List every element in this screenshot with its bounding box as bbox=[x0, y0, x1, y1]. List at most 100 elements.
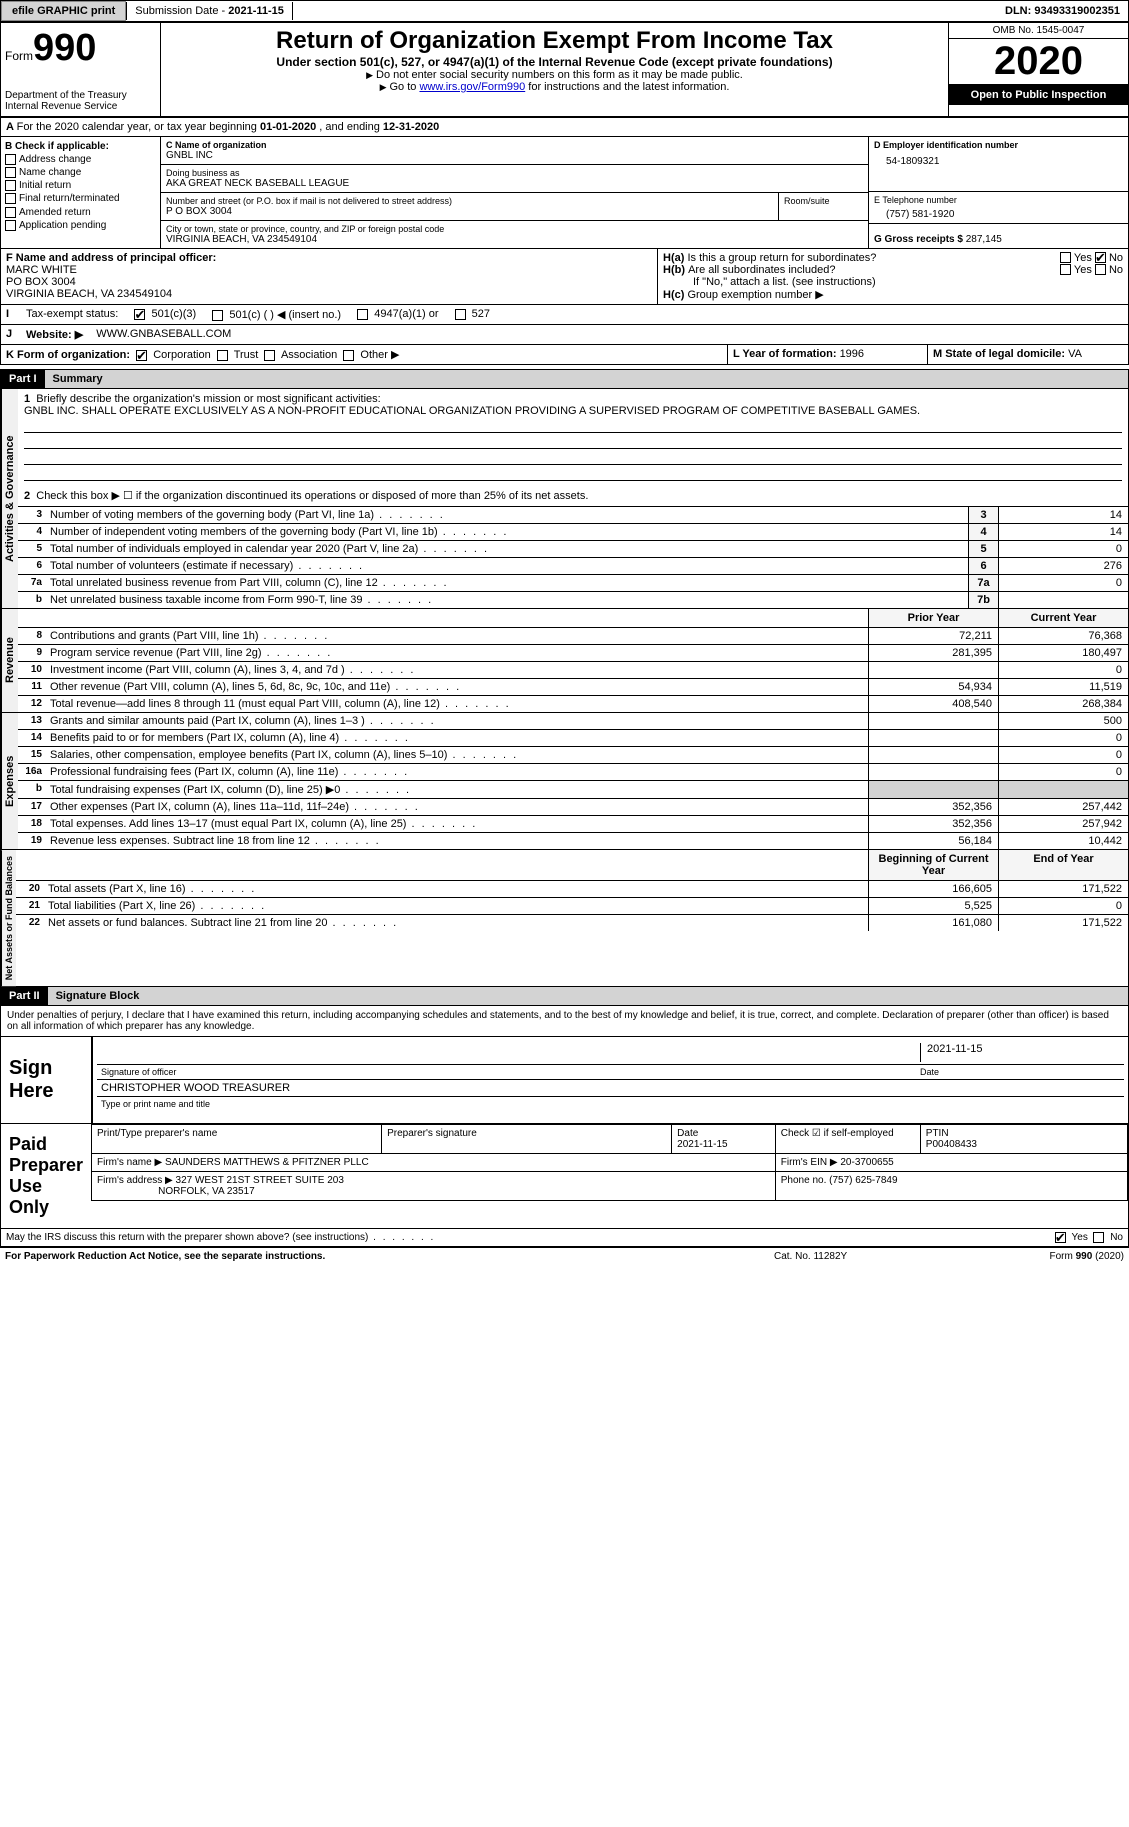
line-l: L Year of formation: 1996 bbox=[728, 345, 928, 364]
part2-num: Part II bbox=[1, 987, 48, 1005]
efile-print-button[interactable]: efile GRAPHIC print bbox=[1, 1, 126, 21]
firm-phone: (757) 625-7849 bbox=[829, 1175, 897, 1186]
line-j: J Website: ▶ WWW.GNBASEBALL.COM bbox=[0, 325, 1129, 345]
note-goto: Go to www.irs.gov/Form990 for instructio… bbox=[165, 81, 944, 93]
ptin-value: P00408433 bbox=[926, 1139, 977, 1150]
sig-date-label: Date bbox=[920, 1067, 1120, 1077]
footer-year: 2020 bbox=[1098, 1251, 1120, 1262]
phone-label: E Telephone number bbox=[874, 195, 1123, 205]
col-end-year: End of Year bbox=[998, 850, 1128, 880]
check-assoc[interactable] bbox=[264, 350, 275, 361]
phone-value: (757) 581-1920 bbox=[874, 205, 1123, 220]
box-c: C Name of organization GNBL INC Doing bu… bbox=[161, 137, 868, 248]
org-name: GNBL INC bbox=[166, 150, 863, 161]
expense-line-13: 13Grants and similar amounts paid (Part … bbox=[18, 713, 1128, 730]
domicile-value: VA bbox=[1068, 348, 1082, 360]
prep-date-value: 2021-11-15 bbox=[677, 1139, 727, 1150]
website-label: Website: ▶ bbox=[21, 325, 88, 344]
expense-line-18: 18Total expenses. Add lines 13–17 (must … bbox=[18, 816, 1128, 833]
opt-501c: 501(c) ( ) ◀ (insert no.) bbox=[229, 309, 341, 321]
form-page-ref: Form 990 (2020) bbox=[974, 1251, 1124, 1262]
summary-section: Activities & Governance 1 Briefly descri… bbox=[0, 389, 1129, 609]
check-527[interactable] bbox=[455, 309, 466, 320]
revenue-line-8: 8Contributions and grants (Part VIII, li… bbox=[18, 628, 1128, 645]
prep-check-self: Check ☑ if self-employed bbox=[775, 1125, 920, 1154]
website-value: WWW.GNBASEBALL.COM bbox=[96, 328, 231, 340]
hb-note: If "No," attach a list. (see instruction… bbox=[663, 276, 1123, 288]
check-initial-return[interactable]: Initial return bbox=[5, 180, 156, 191]
top-toolbar: efile GRAPHIC print Submission Date - 20… bbox=[0, 0, 1129, 22]
page-footer: For Paperwork Reduction Act Notice, see … bbox=[0, 1247, 1129, 1265]
check-corp[interactable] bbox=[136, 350, 147, 361]
check-application-pending[interactable]: Application pending bbox=[5, 220, 156, 231]
line-a-end: 12-31-2020 bbox=[383, 121, 439, 133]
check-final-return[interactable]: Final return/terminated bbox=[5, 193, 156, 204]
check-amended[interactable]: Amended return bbox=[5, 207, 156, 218]
side-net-assets: Net Assets or Fund Balances bbox=[1, 850, 16, 986]
check-other[interactable] bbox=[343, 350, 354, 361]
omb-number: OMB No. 1545-0047 bbox=[949, 23, 1128, 38]
sig-date-value: 2021-11-15 bbox=[920, 1043, 1120, 1062]
q1-num: 1 bbox=[24, 393, 30, 405]
check-trust[interactable] bbox=[217, 350, 228, 361]
check-4947[interactable] bbox=[357, 309, 368, 320]
opt-527: 527 bbox=[472, 308, 490, 320]
hb-yes-check[interactable] bbox=[1060, 264, 1071, 275]
form990-link[interactable]: www.irs.gov/Form990 bbox=[419, 81, 525, 93]
check-501c3[interactable] bbox=[134, 309, 145, 320]
form-number: 990 bbox=[33, 27, 96, 69]
ha-text: Is this a group return for subordinates? bbox=[687, 252, 1059, 264]
gov-line-b: bNet unrelated business taxable income f… bbox=[18, 592, 1128, 608]
opt-501c3: 501(c)(3) bbox=[152, 308, 197, 320]
dln-value: 93493319002351 bbox=[1034, 5, 1120, 17]
discuss-yes-check[interactable] bbox=[1055, 1232, 1066, 1243]
header-right: OMB No. 1545-0047 2020 Open to Public In… bbox=[948, 23, 1128, 116]
sign-here-label: Sign Here bbox=[1, 1037, 91, 1123]
footer-form-num: 990 bbox=[1076, 1251, 1093, 1262]
sign-content: 2021-11-15 Signature of officer Date CHR… bbox=[91, 1037, 1128, 1123]
sig-officer-label: Signature of officer bbox=[101, 1067, 920, 1077]
header-left: Form990 Department of the Treasury Inter… bbox=[1, 23, 161, 116]
q2-text: Check this box ▶ ☐ if the organization d… bbox=[36, 490, 588, 502]
gov-line-4: 4Number of independent voting members of… bbox=[18, 524, 1128, 541]
prep-date-header: Date bbox=[677, 1128, 698, 1139]
opt-other: Other ▶ bbox=[360, 349, 399, 361]
street-label: Number and street (or P.O. box if mail i… bbox=[166, 196, 773, 206]
gov-line-3: 3Number of voting members of the governi… bbox=[18, 507, 1128, 524]
opt-trust: Trust bbox=[234, 349, 259, 361]
ha-no-check[interactable] bbox=[1095, 252, 1106, 263]
q2-num: 2 bbox=[24, 490, 30, 502]
officer-addr2: VIRGINIA BEACH, VA 234549104 bbox=[6, 288, 652, 300]
sig-labels-line: Signature of officer Date bbox=[97, 1065, 1124, 1080]
check-initial-return-label: Initial return bbox=[19, 180, 71, 191]
line-a-text: For the 2020 calendar year, or tax year … bbox=[17, 121, 260, 133]
net-line-20: 20Total assets (Part X, line 16)166,6051… bbox=[16, 881, 1128, 898]
city-cell: City or town, state or province, country… bbox=[161, 221, 868, 248]
hb-no-check[interactable] bbox=[1095, 264, 1106, 275]
col-begin-year: Beginning of Current Year bbox=[868, 850, 998, 880]
firm-ein: 20-3700655 bbox=[840, 1157, 893, 1168]
ha-yes-check[interactable] bbox=[1060, 252, 1071, 263]
line-a-tax-year: A For the 2020 calendar year, or tax yea… bbox=[0, 117, 1129, 136]
expense-line-14: 14Benefits paid to or for members (Part … bbox=[18, 730, 1128, 747]
check-501c[interactable] bbox=[212, 310, 223, 321]
ein-label: D Employer identification number bbox=[874, 140, 1123, 150]
firm-name-label: Firm's name ▶ bbox=[97, 1157, 162, 1168]
discuss-no-label: No bbox=[1110, 1232, 1123, 1243]
officer-label: F Name and address of principal officer: bbox=[6, 252, 652, 264]
gross-receipts-label: G Gross receipts $ bbox=[874, 234, 966, 245]
side-revenue: Revenue bbox=[1, 609, 18, 712]
firm-addr-label: Firm's address ▶ bbox=[97, 1175, 173, 1186]
expense-line-b: bTotal fundraising expenses (Part IX, co… bbox=[18, 781, 1128, 799]
hb-no-label: No bbox=[1109, 264, 1123, 276]
gross-receipts-value: 287,145 bbox=[966, 234, 1002, 245]
prep-name-header: Print/Type preparer's name bbox=[92, 1125, 382, 1154]
firm-ein-label: Firm's EIN ▶ bbox=[781, 1157, 838, 1168]
discuss-text: May the IRS discuss this return with the… bbox=[6, 1232, 1055, 1243]
city-value: VIRGINIA BEACH, VA 234549104 bbox=[166, 234, 863, 245]
prep-sig-header: Preparer's signature bbox=[382, 1125, 672, 1154]
check-address-change[interactable]: Address change bbox=[5, 154, 156, 165]
dept-treasury: Department of the Treasury Internal Reve… bbox=[5, 90, 156, 112]
check-name-change[interactable]: Name change bbox=[5, 167, 156, 178]
discuss-no-check[interactable] bbox=[1093, 1232, 1104, 1243]
